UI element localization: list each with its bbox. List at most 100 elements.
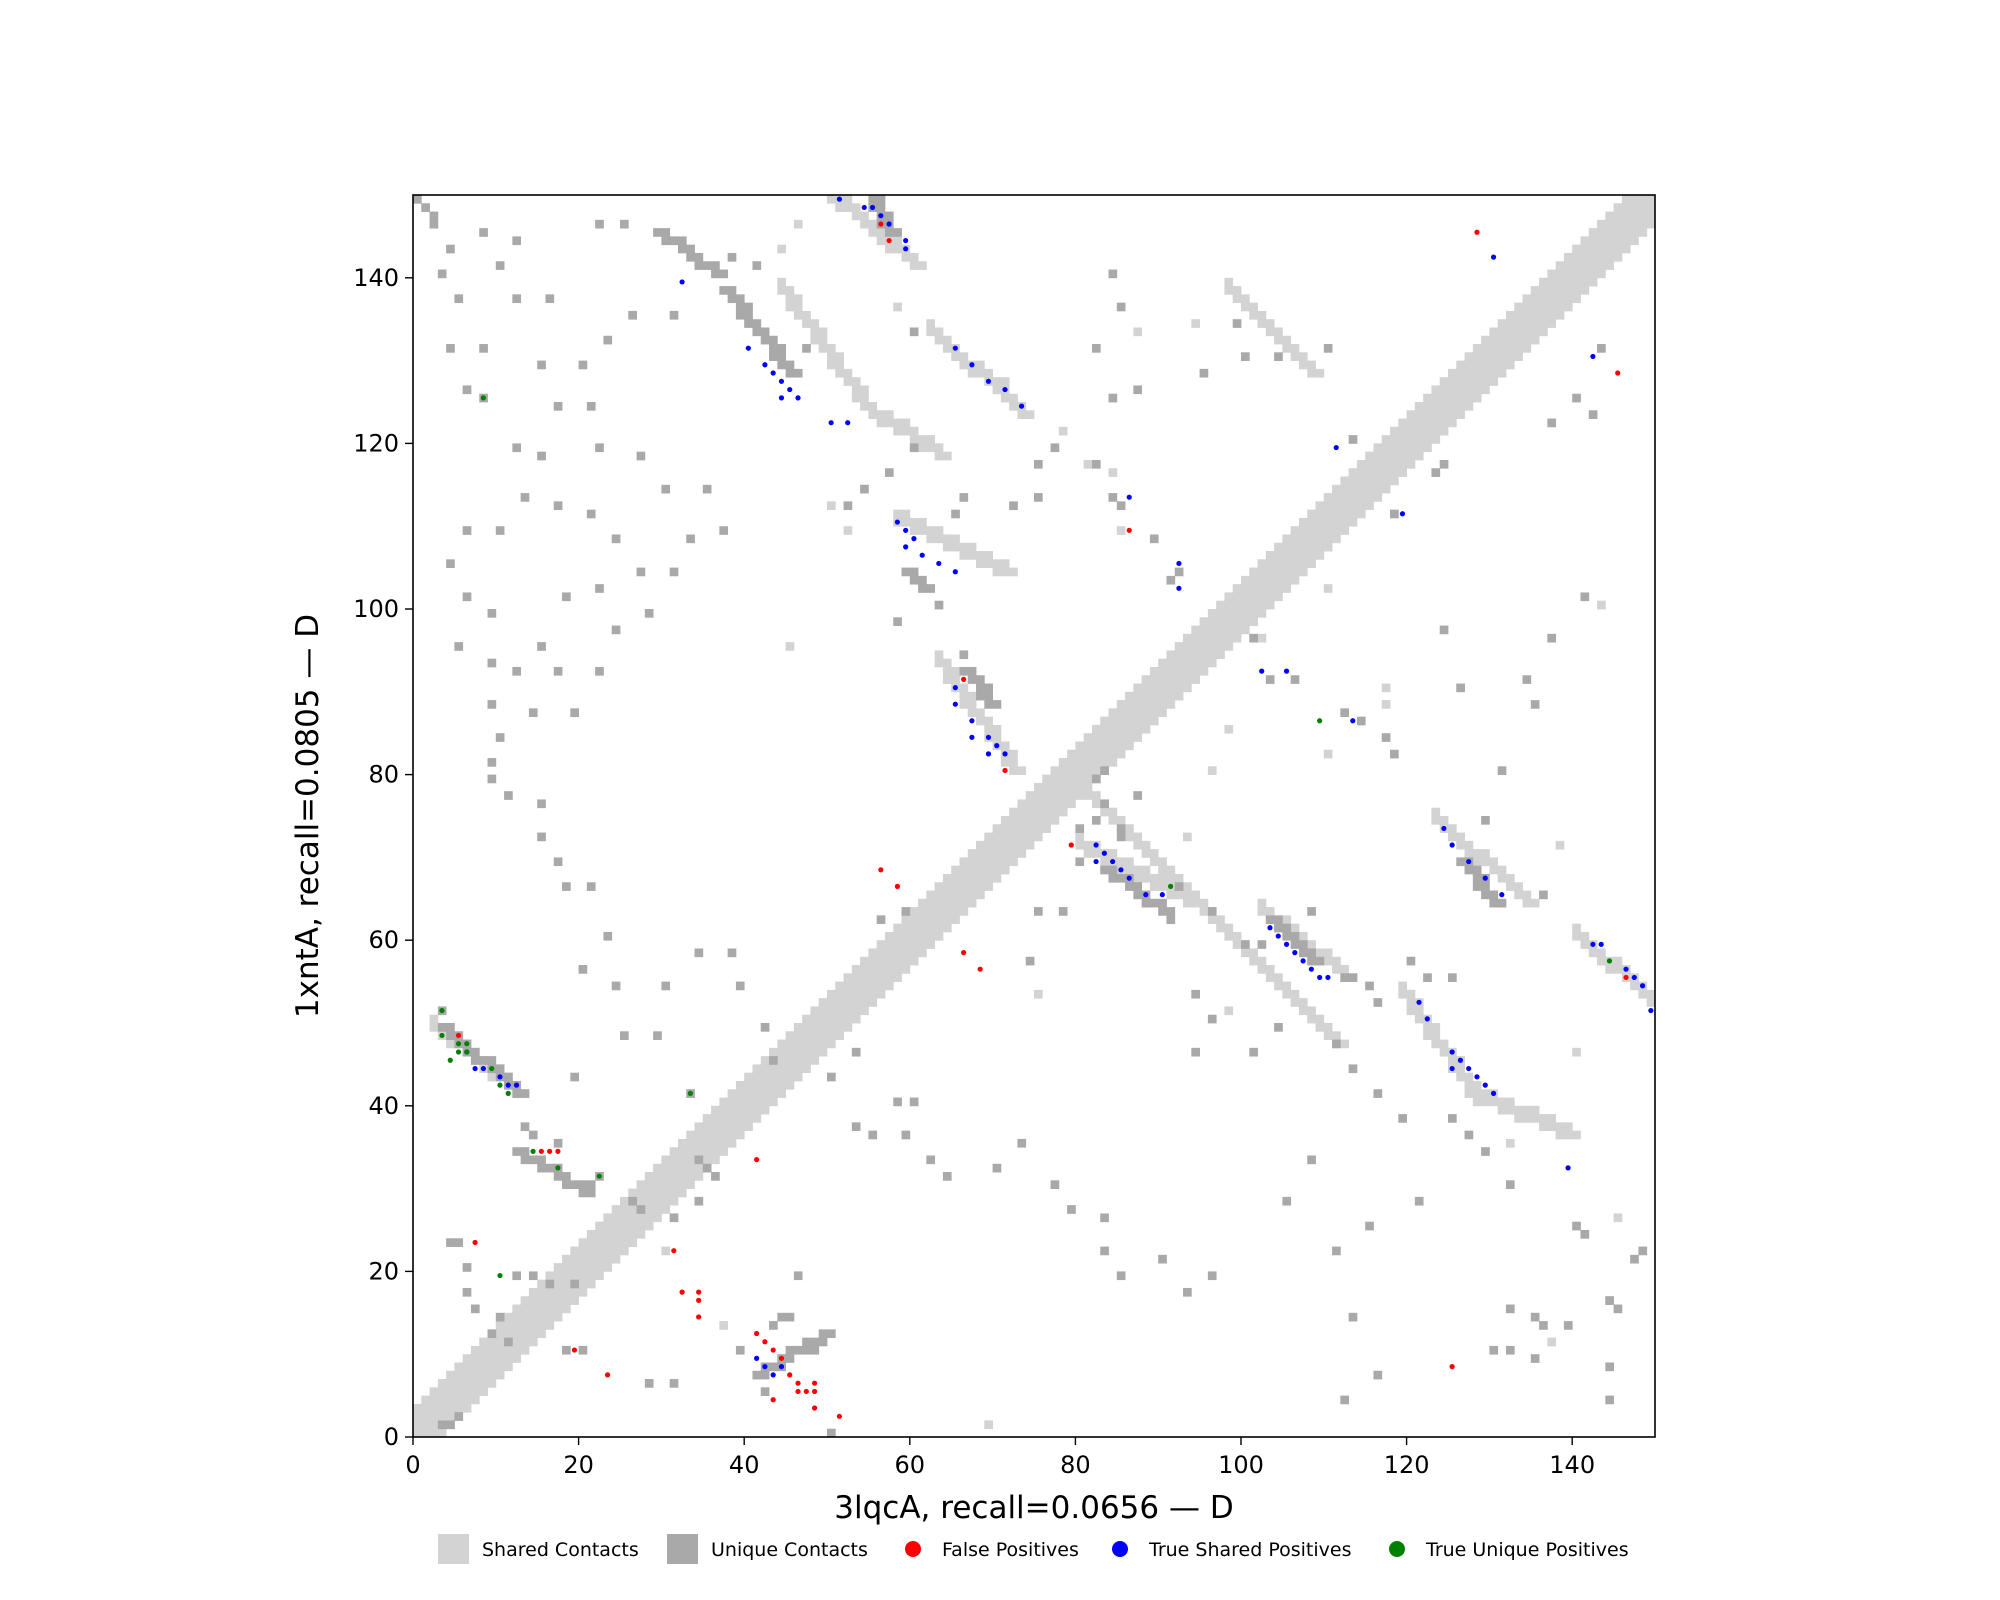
unique-contact-cell (462, 1287, 472, 1297)
shared-contact-cell (1605, 965, 1614, 974)
shared-contact-cell (752, 1064, 762, 1074)
y-tick-label: 0 (384, 1423, 399, 1451)
unique-contact-cell (1348, 1312, 1358, 1322)
shared-contact-cell (901, 956, 911, 966)
unique-contact-cell (1572, 1221, 1581, 1231)
unique-contact-cell (802, 1337, 811, 1347)
shared-contact-cell (1141, 849, 1151, 858)
shared-contact-cell (586, 1263, 596, 1272)
shared-contact-cell (1514, 882, 1523, 891)
unique-contact-cell (479, 1056, 488, 1065)
shared-contact-cell (1563, 261, 1573, 270)
shared-contact-cell (860, 956, 869, 966)
shared-contact-cell (934, 658, 944, 668)
unique-contact-cell (1563, 1321, 1573, 1330)
shared-contact-cell (1497, 327, 1507, 337)
shared-contact-cell (860, 211, 869, 221)
unique-contact-cell (1497, 766, 1507, 775)
shared-contact-cell (1365, 459, 1374, 469)
shared-contact-cell (793, 219, 803, 229)
unique-contact-cell (694, 948, 704, 958)
unique-contact-cell (512, 1271, 522, 1281)
shared-contact-cell (992, 559, 1002, 568)
unique-contact-cell (752, 261, 762, 270)
shared-contact-cell (586, 1238, 596, 1247)
true-shared-positive-point (1466, 1065, 1472, 1072)
shared-contact-cell (967, 865, 977, 875)
shared-contact-cell (1555, 294, 1565, 304)
shared-contact-cell (934, 898, 944, 908)
shared-contact-cell (1207, 642, 1217, 651)
shared-contact-cell (1274, 981, 1283, 991)
shared-contact-cell (785, 302, 795, 312)
shared-contact-cell (918, 940, 927, 949)
unique-contact-cell (1423, 973, 1432, 982)
legend-entry-true-shared: True Shared Positives (1112, 1539, 1351, 1561)
shared-contact-cell (1282, 567, 1292, 577)
shared-contact-cell (1116, 708, 1126, 718)
unique-contact-cell (1034, 459, 1043, 469)
shared-contact-cell (1539, 310, 1548, 320)
shared-contact-cell (992, 724, 1002, 734)
shared-contact-cell (1116, 741, 1126, 751)
false-positive-point (1002, 767, 1008, 774)
shared-contact-cell (611, 1205, 621, 1214)
shared-contact-cell (1572, 931, 1581, 941)
unique-contact-cell (934, 600, 944, 610)
legend-label: Shared Contacts (482, 1539, 639, 1561)
shared-contact-cell (769, 1097, 778, 1107)
shared-contact-cell (1009, 840, 1018, 850)
shared-contact-cell (1274, 559, 1283, 568)
shared-contact-cell (595, 1254, 604, 1264)
shared-contact-cell (1381, 683, 1391, 693)
shared-contact-cell (942, 890, 952, 900)
unique-contact-cell (429, 211, 439, 221)
unique-contact-cell (620, 219, 629, 229)
shared-contact-cell (951, 907, 960, 916)
unique-contact-cell (884, 468, 894, 477)
shared-contact-cell (528, 1329, 538, 1339)
unique-contact-cell (1100, 766, 1109, 775)
shared-contact-cell (992, 857, 1002, 867)
shared-contact-cell (1580, 269, 1590, 279)
unique-contact-cell (686, 252, 695, 262)
shared-contact-cell (1481, 857, 1490, 867)
shared-contact-cell (1042, 791, 1051, 800)
true-shared-positive-point (1300, 958, 1306, 964)
shared-contact-cell (926, 890, 936, 900)
shared-contact-cell (487, 1370, 497, 1380)
shared-contact-cell (1133, 733, 1143, 742)
unique-contact-cell (1464, 1130, 1474, 1140)
shared-contact-cell (1406, 459, 1416, 469)
shared-contact-cell (1290, 534, 1300, 544)
shared-contact-cell (1439, 816, 1449, 825)
shared-contact-cell (1000, 567, 1010, 577)
unique-contact-cell (1249, 1047, 1258, 1057)
unique-contact-cell (570, 708, 579, 718)
shared-contact-cell (1406, 426, 1416, 436)
true-shared-positive-point (845, 420, 851, 426)
shared-contact-cell (1472, 1089, 1482, 1098)
unique-contact-cell (1116, 824, 1126, 833)
shared-contact-cell (1323, 509, 1333, 519)
shared-contact-cell (1381, 435, 1391, 444)
x-tick-label: 80 (1060, 1451, 1091, 1479)
shared-contact-cell (1141, 708, 1151, 718)
shared-contact-cell (553, 1271, 563, 1281)
shared-contact-cell (644, 1196, 654, 1206)
shared-contact-cell (719, 1130, 729, 1140)
shared-contact-cell (1406, 418, 1416, 428)
shared-contact-cell (1166, 675, 1176, 684)
shared-contact-cell (851, 998, 861, 1007)
shared-contact-cell (1373, 451, 1383, 461)
shared-contact-cell (818, 1047, 828, 1057)
shared-contact-cell (793, 1031, 803, 1040)
shared-contact-cell (661, 1163, 671, 1173)
shared-contact-cell (429, 1428, 439, 1438)
shared-contact-cell (1398, 468, 1407, 477)
unique-contact-cell (669, 236, 679, 246)
shared-contact-cell (777, 1064, 786, 1074)
shared-contact-cell (835, 1023, 844, 1032)
shared-contact-cell (644, 1205, 654, 1214)
true-shared-positive-point (1275, 933, 1281, 939)
